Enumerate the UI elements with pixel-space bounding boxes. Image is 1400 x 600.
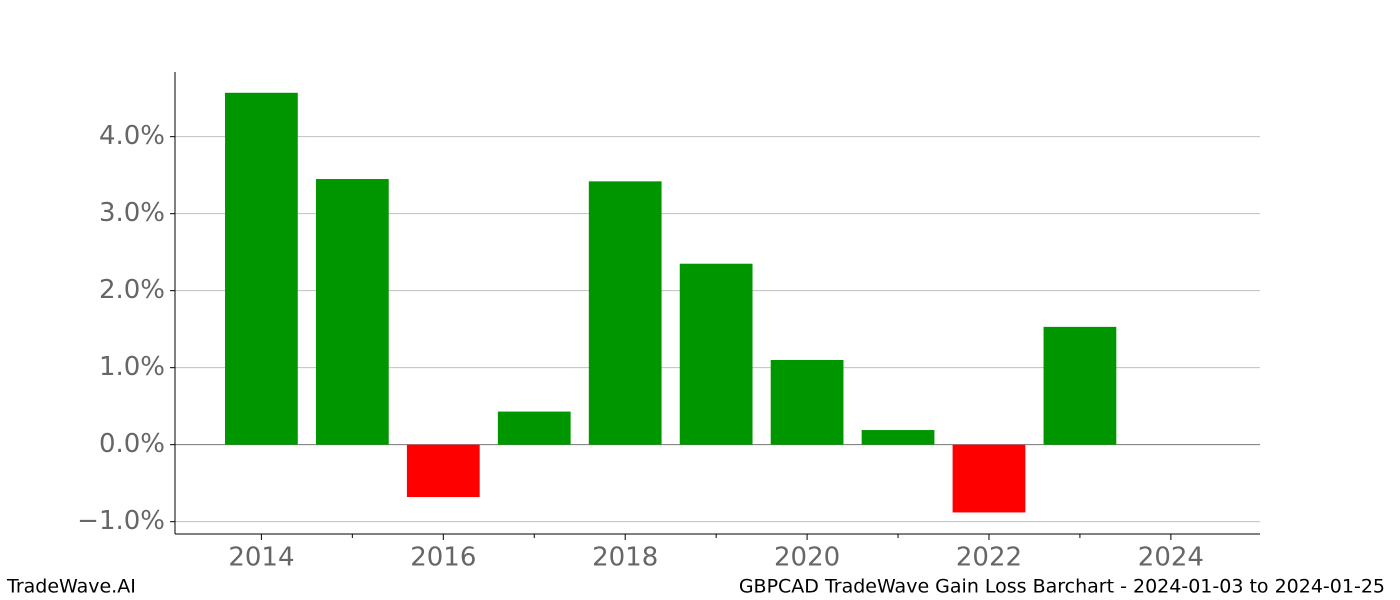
x-tick-label: 2014 [228, 543, 294, 573]
x-tick-label: 2016 [410, 543, 476, 573]
x-tick-label: 2018 [592, 543, 658, 573]
x-tick-label: 2024 [1138, 543, 1204, 573]
y-tick-label: 0.0% [99, 429, 165, 459]
bar [225, 92, 298, 445]
bar [406, 444, 480, 498]
bar [861, 430, 935, 445]
bar [588, 181, 662, 445]
bar [770, 359, 844, 445]
bar [952, 444, 1026, 513]
x-tick-label: 2020 [774, 543, 840, 573]
bar [315, 179, 389, 445]
x-tick-label: 2022 [956, 543, 1022, 573]
y-tick-label: 2.0% [99, 275, 165, 305]
y-tick-label: 1.0% [99, 352, 165, 382]
chart-title: GBPCAD TradeWave Gain Loss Barchart - 20… [739, 576, 1385, 598]
bar [1043, 326, 1117, 445]
y-tick-label: −1.0% [77, 506, 165, 536]
bar [679, 263, 753, 445]
watermark: TradeWave.AI [6, 576, 136, 598]
y-tick-label: 3.0% [99, 198, 165, 228]
y-tick-label: 4.0% [99, 121, 165, 151]
bar [497, 411, 571, 445]
